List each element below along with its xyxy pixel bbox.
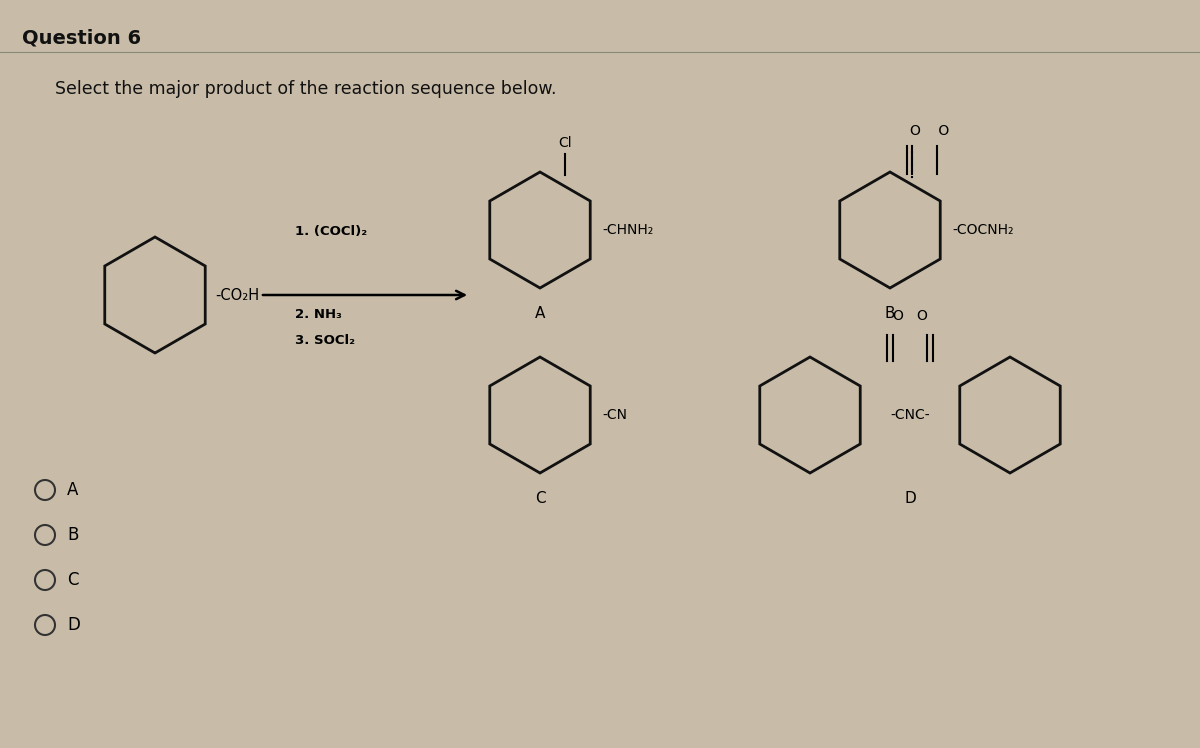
Text: Cl: Cl [558, 136, 572, 150]
Text: A: A [67, 481, 78, 499]
Text: 1. (COCl)₂: 1. (COCl)₂ [295, 225, 367, 238]
Text: 2. NH₃: 2. NH₃ [295, 308, 342, 321]
Text: -CN: -CN [602, 408, 628, 422]
Text: O    O: O O [911, 124, 949, 138]
Text: -CHNH₂: -CHNH₂ [602, 223, 653, 237]
Text: -CO₂H: -CO₂H [215, 287, 259, 302]
Polygon shape [760, 357, 860, 473]
Text: D: D [904, 491, 916, 506]
Text: Question 6: Question 6 [22, 28, 142, 47]
Polygon shape [490, 172, 590, 288]
Text: C: C [67, 571, 78, 589]
Text: 3. SOCl₂: 3. SOCl₂ [295, 334, 355, 347]
Polygon shape [960, 357, 1061, 473]
Text: Select the major product of the reaction sequence below.: Select the major product of the reaction… [55, 80, 557, 98]
Text: A: A [535, 306, 545, 321]
Text: B: B [884, 306, 895, 321]
Text: -CNC-: -CNC- [890, 408, 930, 422]
Text: O   O: O O [893, 309, 928, 323]
Text: -COCNH₂: -COCNH₂ [952, 223, 1014, 237]
Polygon shape [840, 172, 941, 288]
Text: D: D [67, 616, 80, 634]
Text: B: B [67, 526, 78, 544]
Polygon shape [490, 357, 590, 473]
Text: C: C [535, 491, 545, 506]
Polygon shape [104, 237, 205, 353]
